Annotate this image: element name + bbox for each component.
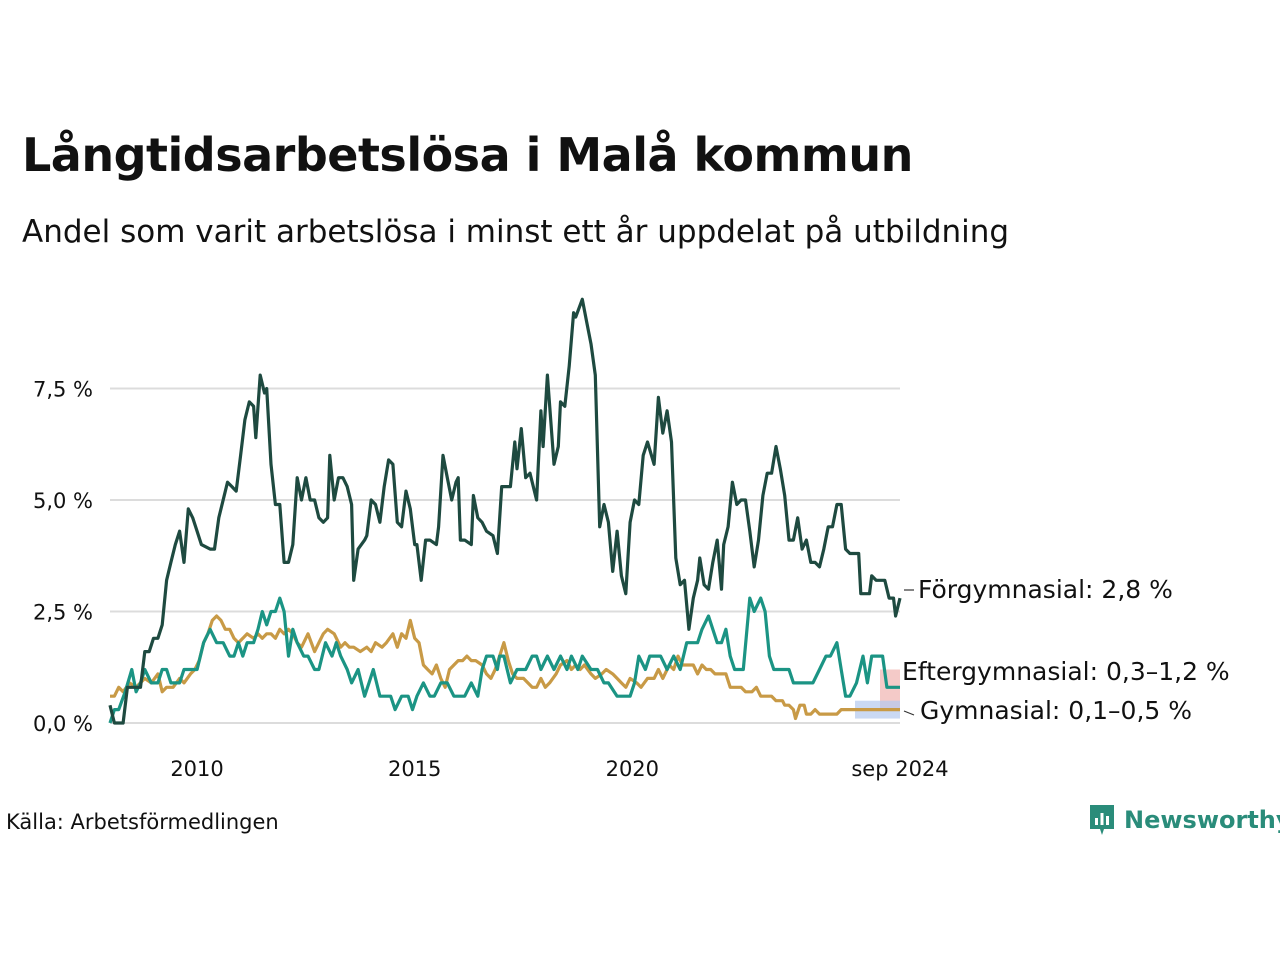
chart-title: Långtidsarbetslösa i Malå kommun [22,128,913,182]
end-label-eftergymnasial: Eftergymnasial: 0,3–1,2 % [902,657,1230,686]
x-tick-label: 2020 [606,757,659,781]
chart-subtitle: Andel som varit arbetslösa i minst ett å… [22,214,1010,250]
y-tick-label: 7,5 % [33,378,93,402]
series-line-förgymnasial [108,297,902,725]
logo-text: Newsworthy [1124,806,1280,834]
end-label-förgymnasial: Förgymnasial: 2,8 % [918,575,1173,604]
y-tick-label: 2,5 % [33,601,93,625]
source-note: Källa: Arbetsförmedlingen [6,810,279,834]
y-tick-label: 5,0 % [33,489,93,513]
series-end-labels: Förgymnasial: 2,8 % Eftergymnasial: 0,3–1… [902,575,1230,725]
x-axis: 2010 2015 2020 sep 2024 [170,757,948,781]
series-line-gymnasial [110,614,900,721]
newsworthy-logo[interactable]: Newsworthy [1088,803,1280,837]
series-line-eftergymnasial [108,596,900,724]
end-label-leader [903,710,915,716]
grid-lines [110,387,900,724]
x-tick-label: 2010 [170,757,223,781]
y-axis: 0,0 % 2,5 % 5,0 % 7,5 % [33,378,93,737]
end-label-gymnasial: Gymnasial: 0,1–0,5 % [920,696,1192,725]
series-lines [108,297,902,725]
y-tick-label: 0,0 % [33,712,93,736]
x-tick-label: 2015 [388,757,441,781]
x-tick-label: sep 2024 [851,757,948,781]
newsworthy-logo-icon [1090,805,1114,835]
